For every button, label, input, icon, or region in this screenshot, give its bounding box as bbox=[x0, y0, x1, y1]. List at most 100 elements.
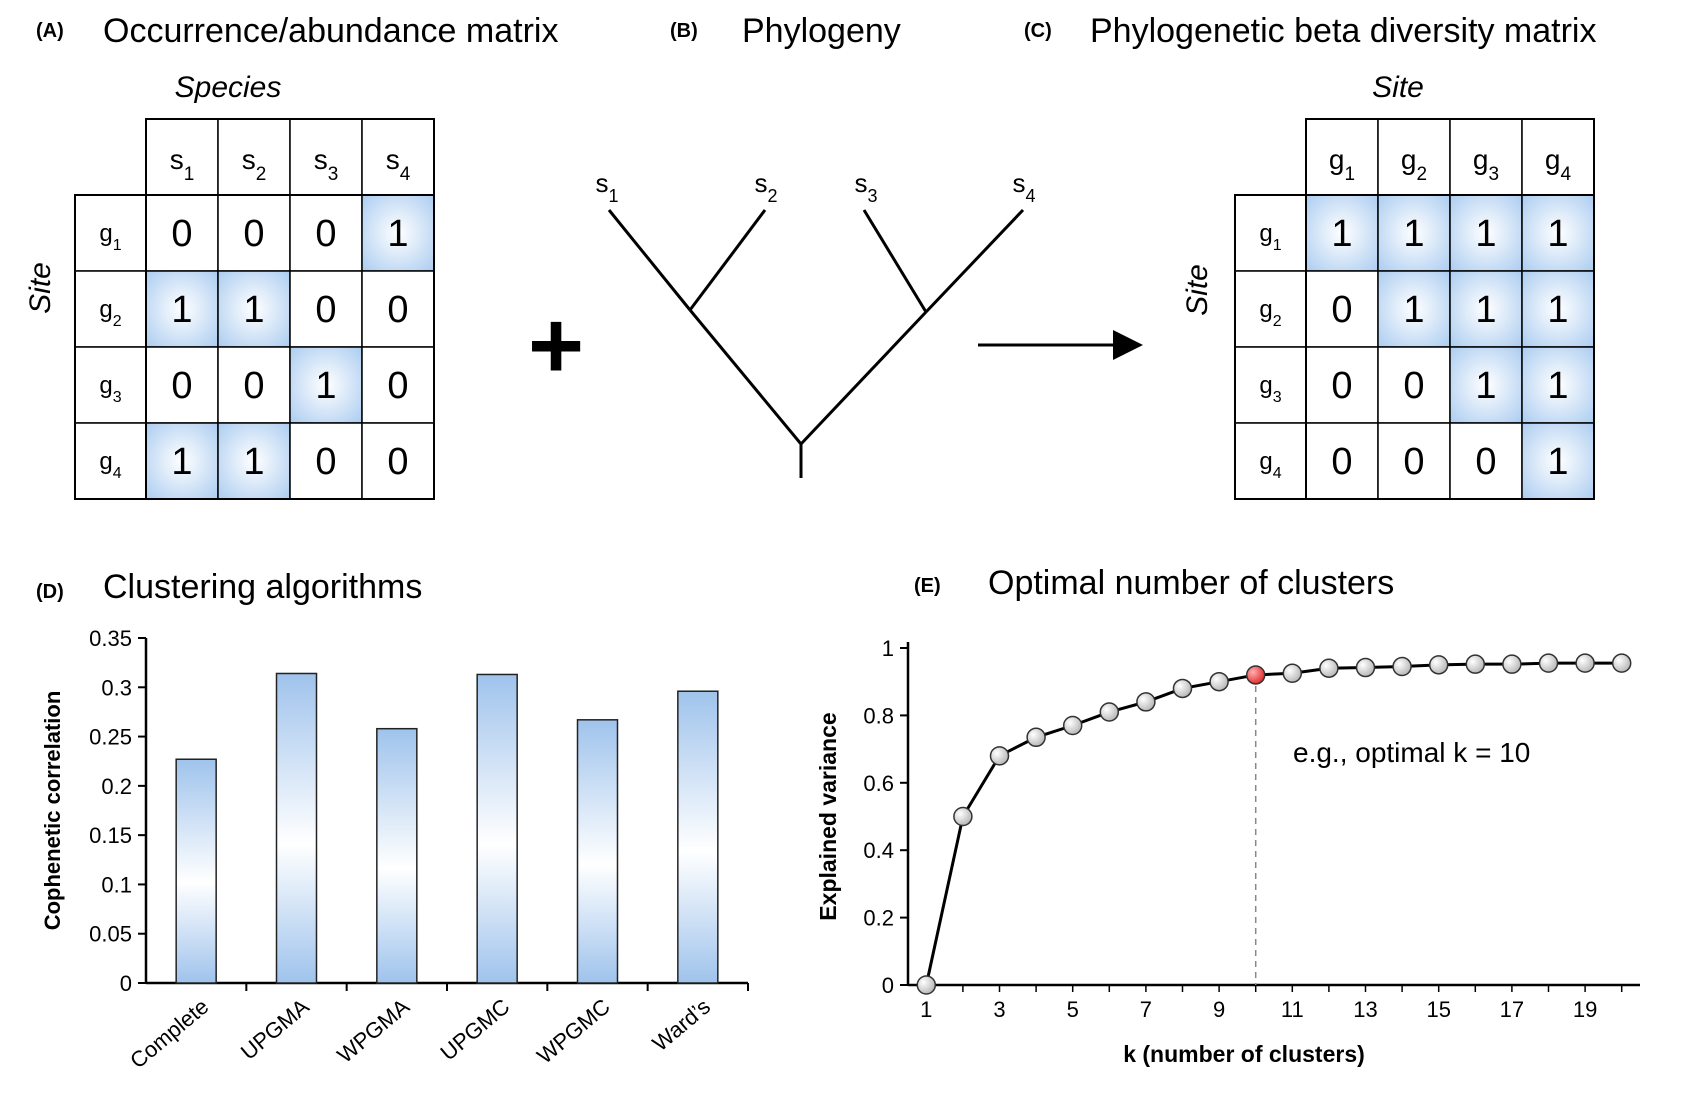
x-tick-label: 15 bbox=[1426, 997, 1450, 1022]
data-point bbox=[1538, 653, 1559, 673]
matrix-value: 1 bbox=[1547, 441, 1568, 483]
x-category-label: Ward’s bbox=[647, 994, 715, 1056]
col-header-cell bbox=[1377, 118, 1451, 196]
x-category-label: WPGMA bbox=[332, 993, 414, 1067]
row-header-label-base: g bbox=[1259, 372, 1272, 399]
data-point bbox=[1026, 727, 1046, 748]
matrix-value: 1 bbox=[243, 441, 264, 483]
y-tick-label: 0.4 bbox=[863, 838, 894, 863]
matrix-value: 0 bbox=[315, 213, 336, 255]
matrix-cell bbox=[1521, 422, 1595, 500]
matrix-value: 0 bbox=[315, 289, 336, 331]
x-tick-label: 19 bbox=[1573, 997, 1597, 1022]
row-header-cell bbox=[1234, 194, 1307, 272]
y-axis-title: Cophenetic correlation bbox=[40, 691, 65, 931]
phylogeny-leaf-label: s1 bbox=[595, 168, 618, 206]
bar bbox=[476, 673, 518, 984]
site-col-axis-label-c: Site bbox=[1372, 71, 1424, 104]
matrix-cell bbox=[1449, 346, 1523, 424]
panel-d: (D) Clustering algorithms 0 0.05 0.1 0.15 0.… bbox=[36, 568, 749, 1073]
matrix-cell bbox=[1449, 270, 1523, 348]
x-tick-label: 7 bbox=[1140, 997, 1152, 1022]
y-tick-label: 0.35 bbox=[89, 626, 132, 651]
col-header-cell bbox=[1305, 118, 1379, 196]
matrix-value: 0 bbox=[387, 289, 408, 331]
panel-b: (B) Phylogeny s1 s2 s3 s4 bbox=[595, 12, 1036, 478]
row-header-label-subscript: 3 bbox=[113, 389, 122, 406]
x-tick-label: 13 bbox=[1353, 997, 1377, 1022]
data-point bbox=[1172, 678, 1193, 699]
panel-e-title: Optimal number of clusters bbox=[988, 564, 1394, 602]
matrix-cell bbox=[145, 270, 219, 348]
panel-b-title: Phylogeny bbox=[742, 12, 901, 50]
panel-d-title: Clustering algorithms bbox=[103, 568, 422, 606]
matrix-value: 0 bbox=[171, 213, 192, 255]
phylogeny-leaf-label-base: s bbox=[754, 168, 767, 198]
tree-branch-s3 bbox=[862, 209, 928, 313]
data-point bbox=[1319, 658, 1339, 678]
x-tick-label: 3 bbox=[993, 997, 1005, 1022]
matrix-value: 1 bbox=[1547, 365, 1568, 407]
panel-c-tag: (C) bbox=[1024, 20, 1052, 42]
tree-branch-right bbox=[799, 310, 928, 446]
row-header-label: g4 bbox=[1259, 448, 1281, 482]
row-header-label: g4 bbox=[99, 448, 121, 482]
bar bbox=[275, 672, 318, 984]
matrix-value: 1 bbox=[1475, 289, 1496, 331]
matrix-frame bbox=[74, 194, 435, 500]
row-header-label-base: g bbox=[1259, 220, 1272, 247]
species-axis-label: Species bbox=[175, 71, 282, 104]
x-tick-label: 9 bbox=[1213, 997, 1225, 1022]
matrix-value: 1 bbox=[1475, 365, 1496, 407]
col-header-label-base: s bbox=[242, 144, 256, 175]
row-header-label: g2 bbox=[99, 296, 121, 330]
bar bbox=[576, 719, 619, 984]
col-header-label-subscript: 4 bbox=[400, 164, 411, 185]
data-point bbox=[1392, 656, 1412, 677]
matrix-value: 0 bbox=[315, 441, 336, 483]
col-header-label-subscript: 3 bbox=[328, 164, 339, 185]
matrix-value: 0 bbox=[1403, 441, 1424, 483]
y-tick-label: 0.8 bbox=[863, 703, 894, 728]
col-header-label-base: s bbox=[314, 144, 328, 175]
row-header-label-base: g bbox=[99, 220, 112, 247]
matrix-value: 1 bbox=[171, 289, 192, 331]
col-header-cell bbox=[145, 118, 219, 196]
matrix-cell bbox=[217, 422, 291, 500]
matrix-cell bbox=[1305, 422, 1379, 500]
y-tick-label: 0 bbox=[120, 971, 132, 996]
matrix-value: 1 bbox=[387, 213, 408, 255]
matrix-cell bbox=[1377, 270, 1451, 348]
col-header-label: g3 bbox=[1473, 144, 1499, 185]
row-header-label: g3 bbox=[1259, 372, 1281, 406]
matrix-cell bbox=[217, 194, 291, 272]
phylogeny-leaf-labels: s1 s2 s3 s4 bbox=[595, 168, 1035, 206]
row-header-label-base: g bbox=[99, 372, 112, 399]
matrix-value: 0 bbox=[1331, 441, 1352, 483]
col-header-label-base: g bbox=[1329, 144, 1345, 175]
matrix-cell bbox=[1377, 422, 1451, 500]
tree-branch-s4 bbox=[924, 208, 1025, 314]
tree-branch-s2 bbox=[688, 209, 767, 311]
data-point bbox=[1575, 653, 1595, 673]
matrix-cell bbox=[1521, 346, 1595, 424]
panel-e: (E) Optimal number of clusters 0 0.2 0.4 0.… bbox=[815, 564, 1640, 1067]
x-category-label: UPGMA bbox=[236, 993, 314, 1064]
row-header-label-base: g bbox=[1259, 448, 1272, 475]
col-header-label-base: g bbox=[1401, 144, 1417, 175]
col-header-label: g4 bbox=[1545, 144, 1572, 185]
y-axis-title: Explained variance bbox=[815, 712, 841, 920]
y-tick-label: 0.1 bbox=[101, 872, 132, 897]
row-header-label-subscript: 4 bbox=[1273, 465, 1282, 482]
col-header-label-subscript: 2 bbox=[256, 164, 267, 185]
row-header-label-base: g bbox=[1259, 296, 1272, 323]
optimal-k-annotation: e.g., optimal k = 10 bbox=[1293, 737, 1530, 768]
matrix-cell bbox=[1377, 346, 1451, 424]
data-point bbox=[916, 975, 937, 995]
matrix-value: 1 bbox=[1547, 289, 1568, 331]
phylogeny-leaf-label: s4 bbox=[1012, 168, 1035, 206]
bar bbox=[376, 727, 418, 984]
